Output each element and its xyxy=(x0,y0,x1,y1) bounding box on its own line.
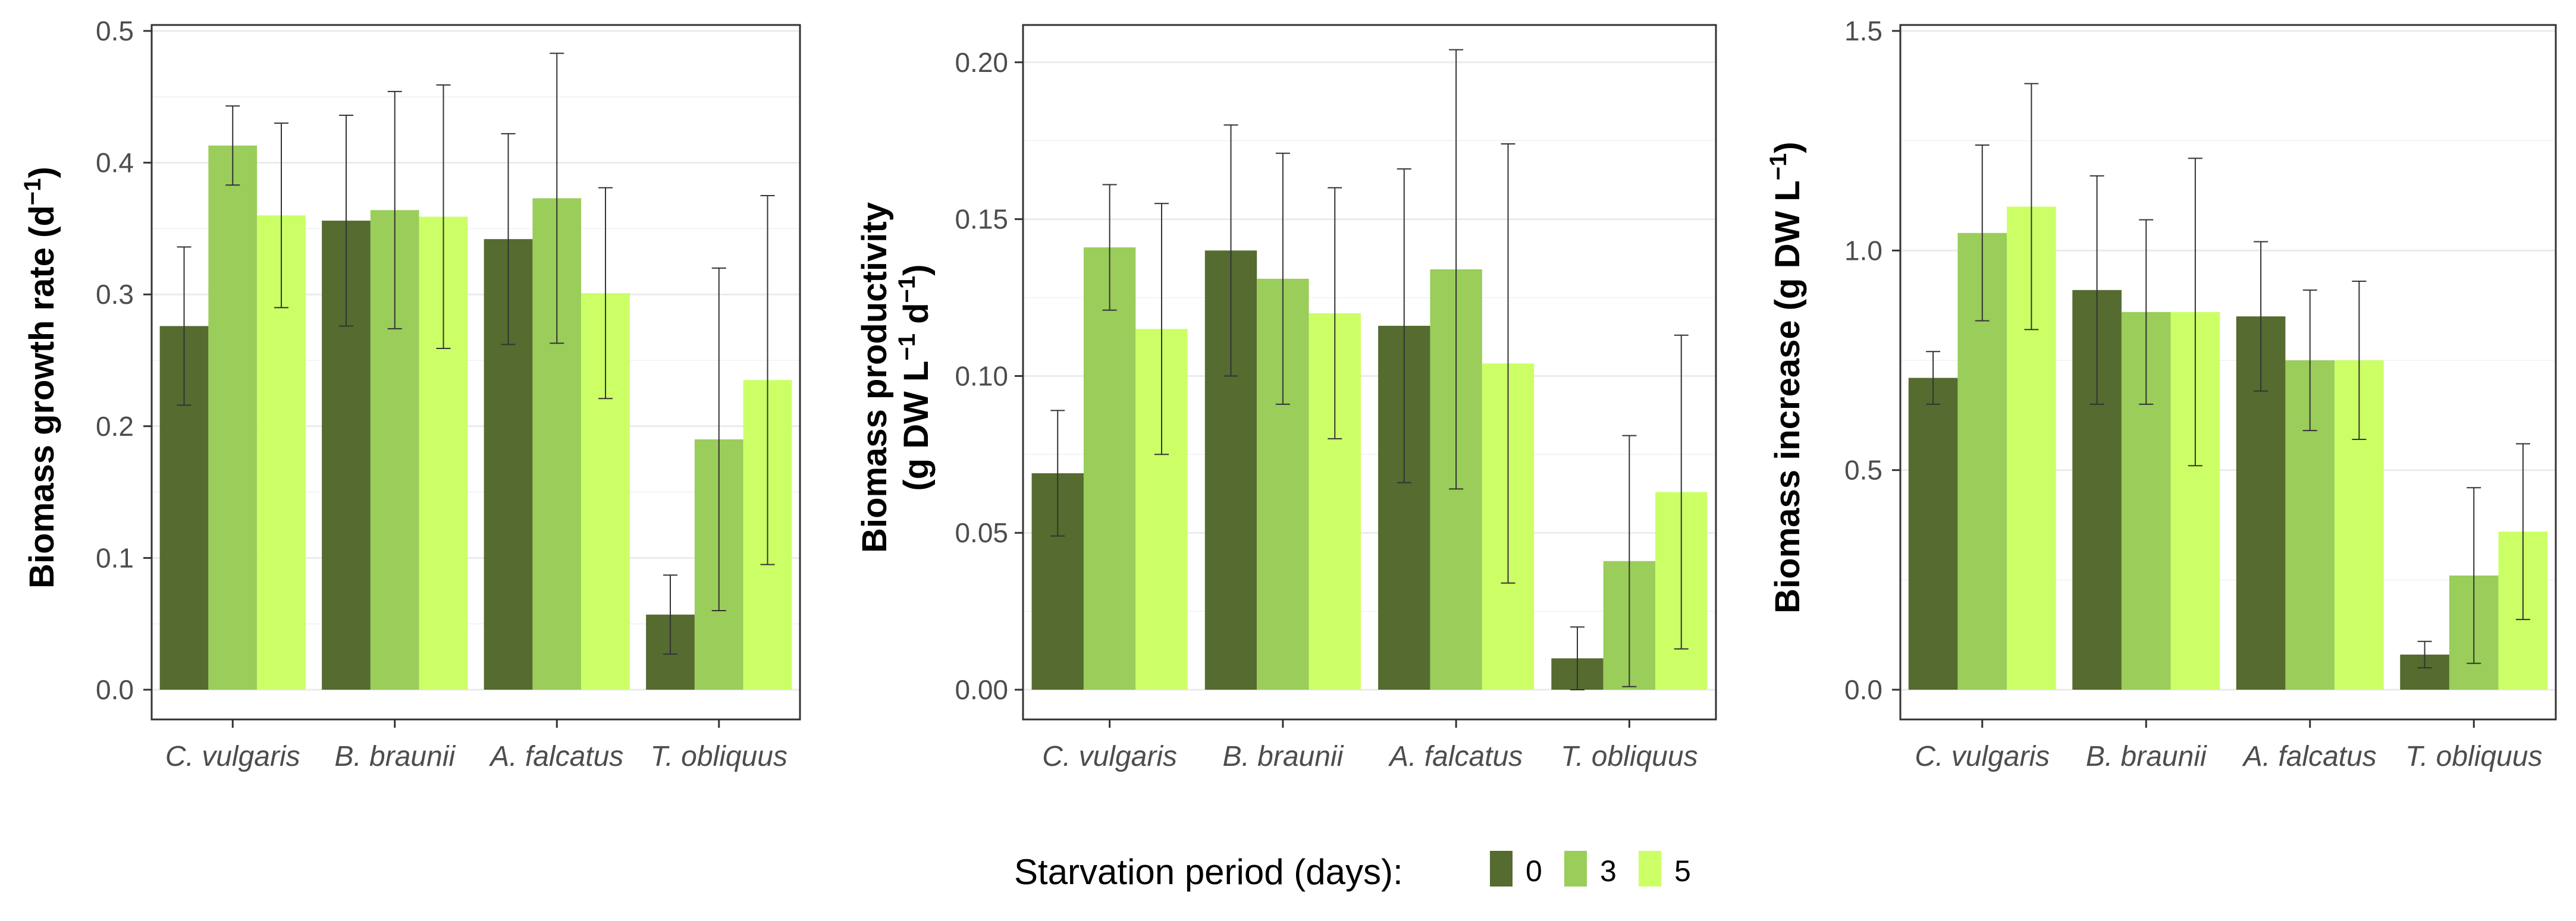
y-tick-label: 0.5 xyxy=(96,15,134,46)
chart-3-y-axis-title-sup: −1 xyxy=(1765,153,1791,181)
error-bar-1-3-3 xyxy=(711,267,726,612)
y-tick-label: 0.5 xyxy=(1844,455,1882,486)
bar-1-cvulgaris-3 xyxy=(208,145,258,690)
y-tick-label: 0.3 xyxy=(96,279,134,310)
error-bar-2-1-3 xyxy=(1275,152,1290,405)
legend-label-3: 3 xyxy=(1600,854,1617,888)
chart-1-y-axis-title: Biomass growth rate (d−1) xyxy=(20,166,61,588)
x-tick-label: C. vulgaris xyxy=(1042,741,1177,772)
error-bar-2-2-3 xyxy=(1449,49,1464,490)
y-tick-label: 0.00 xyxy=(955,674,1008,705)
error-bar-3-0-5 xyxy=(2024,83,2039,331)
chart-3: C. vulgaris B. braunii A. falcatus T. obliq… xyxy=(1844,15,2557,772)
x-tick-label: A. falcatus xyxy=(2242,741,2377,772)
chart-2-y-axis-title-line1: Biomass productivity xyxy=(855,202,894,553)
y-tick-label: 1.5 xyxy=(1844,15,1882,46)
chart-3-y-axis-title: Biomass increase (g DW L−1) xyxy=(1765,142,1807,613)
error-bar-2-0-5 xyxy=(1154,203,1169,455)
error-bar-2-0-0 xyxy=(1050,410,1065,537)
error-bar-1-1-5 xyxy=(436,84,451,350)
chart-2: C. vulgaris B. braunii A. falcatus T. obliq… xyxy=(955,24,1717,772)
error-bar-3-0-3 xyxy=(1975,144,1990,322)
error-bar-3-3-0 xyxy=(2417,640,2432,669)
y-tick-label: 0.2 xyxy=(96,411,134,442)
x-tick-label: C. vulgaris xyxy=(1915,741,2050,772)
error-bar-1-0-0 xyxy=(177,246,192,406)
x-tick-label: B. braunii xyxy=(2086,741,2207,772)
error-bar-3-2-5 xyxy=(2352,281,2367,440)
error-bar-3-2-3 xyxy=(2302,289,2317,432)
x-tick-label: A. falcatus xyxy=(1388,741,1523,772)
chart-1-y-axis-title-main: Biomass growth rate (d xyxy=(23,205,61,589)
error-bar-1-2-3 xyxy=(550,52,564,344)
error-bar-2-2-5 xyxy=(1501,143,1516,584)
error-bar-1-0-5 xyxy=(274,122,288,309)
legend-title: Starvation period (days): xyxy=(1014,852,1403,892)
chart-3-y-axis-title-main: Biomass increase (g DW L xyxy=(1768,180,1807,613)
chart-1-y-axis-title-sup: −1 xyxy=(20,178,46,206)
y-tick-label: 0.0 xyxy=(96,674,134,705)
chart-3-panel-border xyxy=(1899,24,2557,721)
legend: Starvation period (days): 0 3 5 xyxy=(1014,851,1691,892)
error-bar-3-1-3 xyxy=(2139,219,2154,405)
y-tick-label: 0.10 xyxy=(955,360,1008,391)
chart-2-y-axis-title-line2: (g DW L−1 d−1) xyxy=(894,264,936,491)
error-bar-1-2-0 xyxy=(501,133,516,345)
y-tick-label: 0.05 xyxy=(955,517,1008,548)
chart-1: C. vulgaris B. braunii A. falcatus T. obliq… xyxy=(96,15,801,772)
error-bar-2-0-3 xyxy=(1102,184,1117,311)
chart-2-y-axis-title-mid: d xyxy=(897,303,936,334)
chart-2-y-axis-title-main: (g DW L xyxy=(897,361,936,491)
chart-3-y-axis-title-tail: ) xyxy=(1768,142,1807,153)
legend-label-0: 0 xyxy=(1526,854,1542,888)
error-bar-3-0-0 xyxy=(1926,351,1941,405)
error-bar-3-3-5 xyxy=(2515,443,2530,620)
x-tick-label: T. obliquus xyxy=(1561,741,1698,772)
legend-label-5: 5 xyxy=(1674,854,1691,888)
chart-2-panel-border xyxy=(1022,24,1717,721)
error-bar-1-1-0 xyxy=(339,114,353,327)
error-bar-3-3-3 xyxy=(2467,487,2481,664)
error-bar-2-1-5 xyxy=(1328,187,1342,439)
x-tick-label: B. braunii xyxy=(1222,741,1344,772)
error-bar-2-3-5 xyxy=(1674,334,1689,650)
y-tick-label: 0.1 xyxy=(96,542,134,573)
error-bar-3-2-0 xyxy=(2254,241,2268,392)
y-tick-label: 0.0 xyxy=(1844,674,1882,705)
error-bar-1-1-3 xyxy=(387,90,402,329)
error-bar-3-1-0 xyxy=(2089,175,2104,405)
chart-1-y-axis-title-tail: ) xyxy=(23,166,61,178)
chart-panels: C. vulgaris B. braunii A. falcatus T. obliq… xyxy=(96,15,2557,772)
error-bar-2-3-3 xyxy=(1622,435,1637,687)
chart-2-y-axis-title-sup: −1 xyxy=(894,334,920,361)
bar-2-cvulgaris-3 xyxy=(1083,247,1136,690)
x-tick-label: T. obliquus xyxy=(651,741,787,772)
x-tick-label: T. obliquus xyxy=(2405,741,2542,772)
error-bar-2-1-0 xyxy=(1223,124,1238,377)
x-tick-label: B. braunii xyxy=(334,741,456,772)
chart-1-panel-border xyxy=(150,24,801,721)
x-tick-label: A. falcatus xyxy=(488,741,623,772)
legend-swatch-3 xyxy=(1564,851,1587,887)
error-bar-1-3-5 xyxy=(760,195,775,565)
chart-2-y-axis-title-tail: ) xyxy=(897,264,936,275)
error-bar-2-2-0 xyxy=(1397,168,1411,483)
error-bar-1-2-5 xyxy=(598,187,613,400)
legend-swatch-5 xyxy=(1639,851,1661,887)
chart-2-y-axis-title-sup2: −1 xyxy=(894,276,920,303)
x-tick-label: C. vulgaris xyxy=(165,741,300,772)
bar-3-cvulgaris-0 xyxy=(1908,378,1958,690)
error-bar-1-0-3 xyxy=(225,105,240,186)
legend-swatch-0 xyxy=(1490,851,1513,887)
y-tick-label: 0.20 xyxy=(955,47,1008,78)
y-tick-label: 0.15 xyxy=(955,204,1008,235)
error-bar-2-3-0 xyxy=(1570,626,1584,690)
error-bar-1-3-0 xyxy=(663,574,677,655)
y-tick-label: 1.0 xyxy=(1844,235,1882,266)
error-bar-3-1-5 xyxy=(2188,158,2202,467)
y-tick-label: 0.4 xyxy=(96,147,134,178)
